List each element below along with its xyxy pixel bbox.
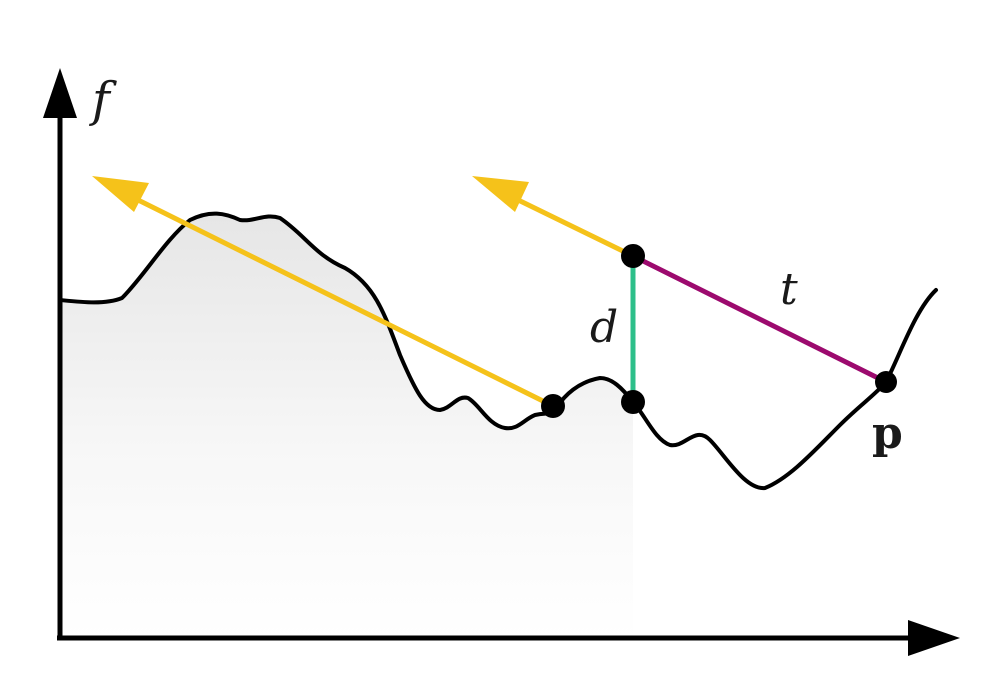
p-label: p [872, 408, 903, 459]
ray-long-arrowhead [92, 176, 149, 212]
ray-origin-point [875, 371, 897, 393]
x-axis-arrowhead [908, 620, 960, 656]
y-axis-label: f [89, 72, 117, 128]
sample-point [621, 244, 645, 268]
d-label: d [590, 302, 618, 353]
ray-short [507, 193, 636, 259]
t-segment [630, 253, 889, 385]
y-axis-arrowhead [43, 68, 77, 118]
area-under-curve [60, 213, 633, 640]
function-curve [58, 211, 938, 490]
ray-short-arrowhead [472, 176, 529, 212]
ray-long [125, 192, 556, 409]
hit-point [541, 394, 565, 418]
t-label: t [780, 264, 798, 315]
curve-point [621, 390, 645, 414]
